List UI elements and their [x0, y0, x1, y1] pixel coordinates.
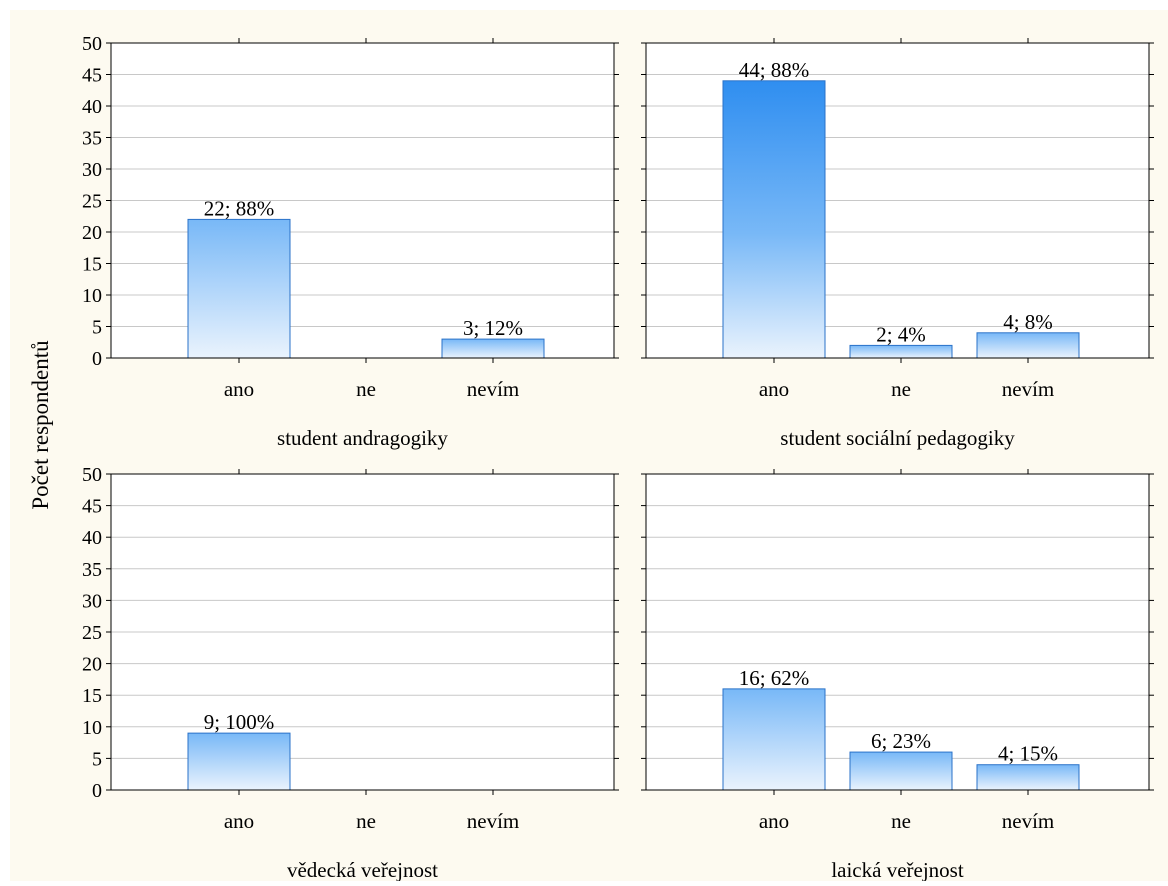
plot-frame [645, 473, 1150, 791]
y-tick-label: 15 [82, 685, 102, 707]
x-tick-label: ano [759, 377, 789, 401]
data-label: 3; 12% [463, 316, 523, 340]
chart-panel-4: 16; 62% ano 6; 23% ne 4; 15% nevím laická veře… [641, 469, 1154, 882]
data-label: 44; 88% [739, 58, 810, 82]
y-tick-label: 10 [82, 285, 102, 307]
bar-ano [722, 80, 826, 359]
bar-ano [722, 688, 826, 791]
y-tick-label: 25 [82, 191, 102, 213]
y-tick-label: 50 [82, 464, 102, 486]
y-tick-label: 20 [82, 654, 102, 676]
data-label: 22; 88% [204, 196, 275, 220]
y-tick-label: 25 [82, 622, 102, 644]
y-tick-label: 40 [82, 527, 102, 549]
bar-ano [187, 218, 291, 359]
bar-nevím [976, 332, 1080, 359]
plot-frame [110, 473, 615, 791]
y-tick-label: 10 [82, 717, 102, 739]
x-tick-label: ano [224, 377, 254, 401]
x-tick-label: nevím [1002, 377, 1055, 401]
y-tick-label: 30 [82, 159, 102, 181]
x-tick-label: ano [759, 809, 789, 833]
x-tick-label: ne [356, 377, 376, 401]
y-axis-label: Počet respondentů [28, 340, 53, 510]
data-label: 4; 15% [998, 742, 1058, 766]
bar-ne [849, 344, 953, 359]
y-tick-label: 0 [92, 348, 102, 370]
chart-panel-1: 0 5 10 15 20 25 30 35 40 45 50 22; 88% ano ne 3; 12% ne… [82, 33, 619, 450]
plot-frame [645, 42, 1150, 359]
bar-ne [849, 751, 953, 791]
data-label: 2; 4% [876, 322, 926, 346]
plot-frame [110, 42, 615, 359]
panel-title: student sociální pedagogiky [780, 426, 1015, 450]
x-tick-label: nevím [467, 809, 520, 833]
chart-panel-2: 44; 88% ano 2; 4% ne 4; 8% nevím student sociá… [641, 38, 1154, 450]
y-tick-label: 35 [82, 128, 102, 150]
panel-title: student andragogiky [277, 426, 448, 450]
bar-nevím [976, 764, 1080, 791]
x-tick-label: nevím [467, 377, 520, 401]
chart-panel-3: 0 5 10 15 20 25 30 35 40 45 50 9; 100% ano ne nevím věd… [82, 464, 619, 882]
x-tick-label: ne [891, 809, 911, 833]
x-tick-label: ne [891, 377, 911, 401]
x-tick-label: ano [224, 809, 254, 833]
panel-title: vědecká veřejnost [287, 858, 438, 881]
y-tick-label: 20 [82, 222, 102, 244]
y-tick-label: 5 [92, 317, 102, 339]
y-tick-label: 15 [82, 254, 102, 276]
y-tick-label: 35 [82, 559, 102, 581]
y-tick-label: 45 [82, 65, 102, 87]
bar-ano [187, 732, 291, 791]
x-tick-label: nevím [1002, 809, 1055, 833]
panel-title: laická veřejnost [831, 858, 964, 881]
y-tick-label: 0 [92, 780, 102, 802]
bar-nevím [441, 338, 545, 359]
data-label: 4; 8% [1003, 310, 1053, 334]
y-tick-label: 30 [82, 590, 102, 612]
data-label: 6; 23% [871, 729, 931, 753]
data-label: 9; 100% [204, 710, 275, 734]
y-tick-label: 50 [82, 33, 102, 55]
y-tick-label: 40 [82, 96, 102, 118]
y-tick-label: 5 [92, 748, 102, 770]
x-tick-label: ne [356, 809, 376, 833]
y-tick-label: 45 [82, 496, 102, 518]
data-label: 16; 62% [739, 666, 810, 690]
